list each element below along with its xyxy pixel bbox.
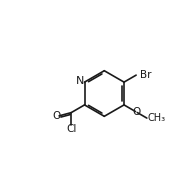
Text: Cl: Cl: [66, 124, 77, 134]
Text: O: O: [52, 111, 60, 121]
Text: Br: Br: [140, 70, 152, 79]
Text: O: O: [133, 107, 141, 117]
Text: CH₃: CH₃: [148, 113, 166, 123]
Text: N: N: [76, 76, 84, 86]
